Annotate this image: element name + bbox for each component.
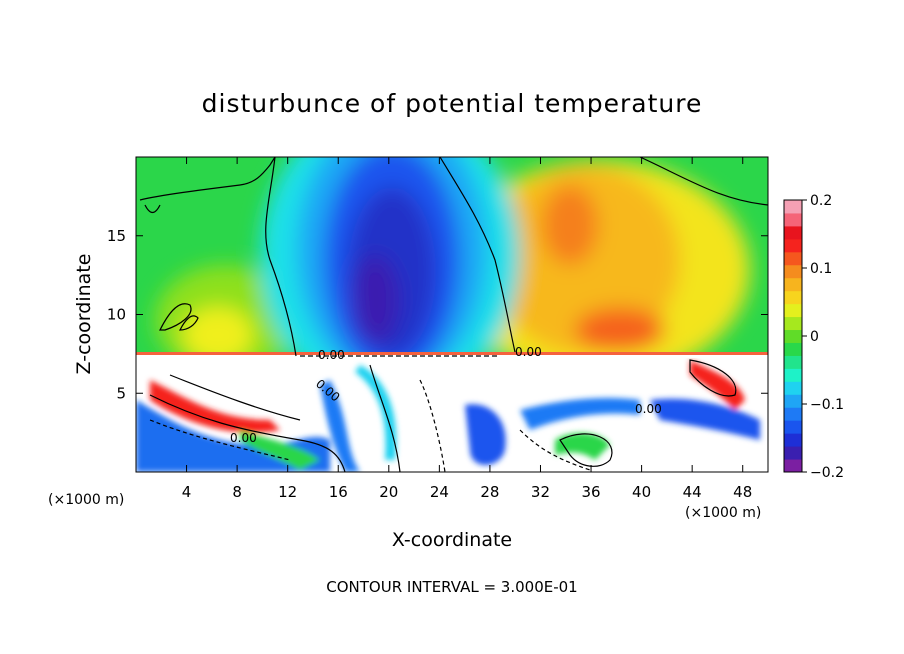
- x-axis: 4 8 12 16 20 24 28 32 36 40 44 48: [182, 157, 752, 501]
- chart-title: disturbunce of potential temperature: [202, 89, 703, 118]
- x-tick-label: 48: [733, 483, 752, 501]
- colorbar-swatch: [784, 381, 802, 395]
- contour-label: 0.00: [318, 348, 345, 362]
- colorbar-swatch: [784, 368, 802, 382]
- x-tick-label: 8: [232, 483, 242, 501]
- x-axis-label: X-coordinate: [392, 529, 512, 551]
- colorbar-tick-label: −0.2: [810, 465, 844, 481]
- colorbar-swatch: [784, 329, 802, 343]
- colorbar-swatch: [784, 290, 802, 305]
- colorbar-tick-label: 0.2: [810, 193, 832, 209]
- y-axis-label: Z-coordinate: [73, 254, 95, 375]
- plot-area: 0.00 0.00 0.00 0.00 0.00: [136, 157, 768, 472]
- x-tick-label: 32: [531, 483, 550, 501]
- colorbar-swatch: [784, 446, 802, 460]
- x-unit-left: (×1000 m): [48, 492, 124, 508]
- colorbar-swatch: [784, 238, 802, 253]
- contour-label: 0.00: [515, 345, 542, 359]
- colorbar-swatch: [784, 355, 802, 369]
- colorbar-swatch: [784, 459, 802, 473]
- contour-label: 0.00: [635, 402, 662, 416]
- colorbar-swatch: [784, 394, 802, 408]
- colorbar-swatch: [784, 225, 802, 240]
- x-tick-label: 36: [581, 483, 600, 501]
- y-tick-label: 5: [116, 384, 126, 402]
- colorbar-swatch: [784, 277, 802, 292]
- colorbar-swatch: [784, 212, 802, 227]
- colorbar-swatch: [784, 264, 802, 279]
- colorbar-swatch: [784, 200, 802, 214]
- x-tick-label: 20: [379, 483, 398, 501]
- colorbar-swatch: [784, 342, 802, 356]
- x-tick-label: 28: [480, 483, 499, 501]
- lower-field: [136, 352, 768, 472]
- x-tick-label: 4: [182, 483, 192, 501]
- x-tick-label: 16: [329, 483, 348, 501]
- x-tick-label: 24: [430, 483, 449, 501]
- y-tick-label: 15: [107, 227, 126, 245]
- colorbar-swatch: [784, 433, 802, 447]
- colorbar-tick-label: 0: [810, 329, 819, 345]
- colorbar-swatch: [784, 251, 802, 266]
- contour-interval-text: CONTOUR INTERVAL = 3.000E-01: [326, 578, 577, 596]
- colorbar-swatch: [784, 420, 802, 434]
- colorbar-swatch: [784, 316, 802, 331]
- contour-label: 0.00: [230, 431, 257, 445]
- colorbar-tick-label: 0.1: [810, 261, 832, 277]
- colorbar-swatch: [784, 407, 802, 421]
- colorbar-swatch: [784, 303, 802, 318]
- upper-field: [155, 157, 750, 405]
- contour-label-group: 0.00 0.00 0.00 0.00 0.00: [230, 345, 662, 445]
- x-tick-label: 40: [632, 483, 651, 501]
- x-tick-label: 44: [683, 483, 702, 501]
- colorbar-tick-label: −0.1: [810, 397, 844, 413]
- y-tick-label: 10: [107, 306, 126, 324]
- colorbar: 0.2 0.1 0 −0.1 −0.2: [783, 193, 844, 481]
- y-axis: 5 10 15: [107, 227, 768, 402]
- contour-lines: [139, 157, 768, 472]
- x-unit-right: (×1000 m): [685, 505, 761, 521]
- x-tick-label: 12: [278, 483, 297, 501]
